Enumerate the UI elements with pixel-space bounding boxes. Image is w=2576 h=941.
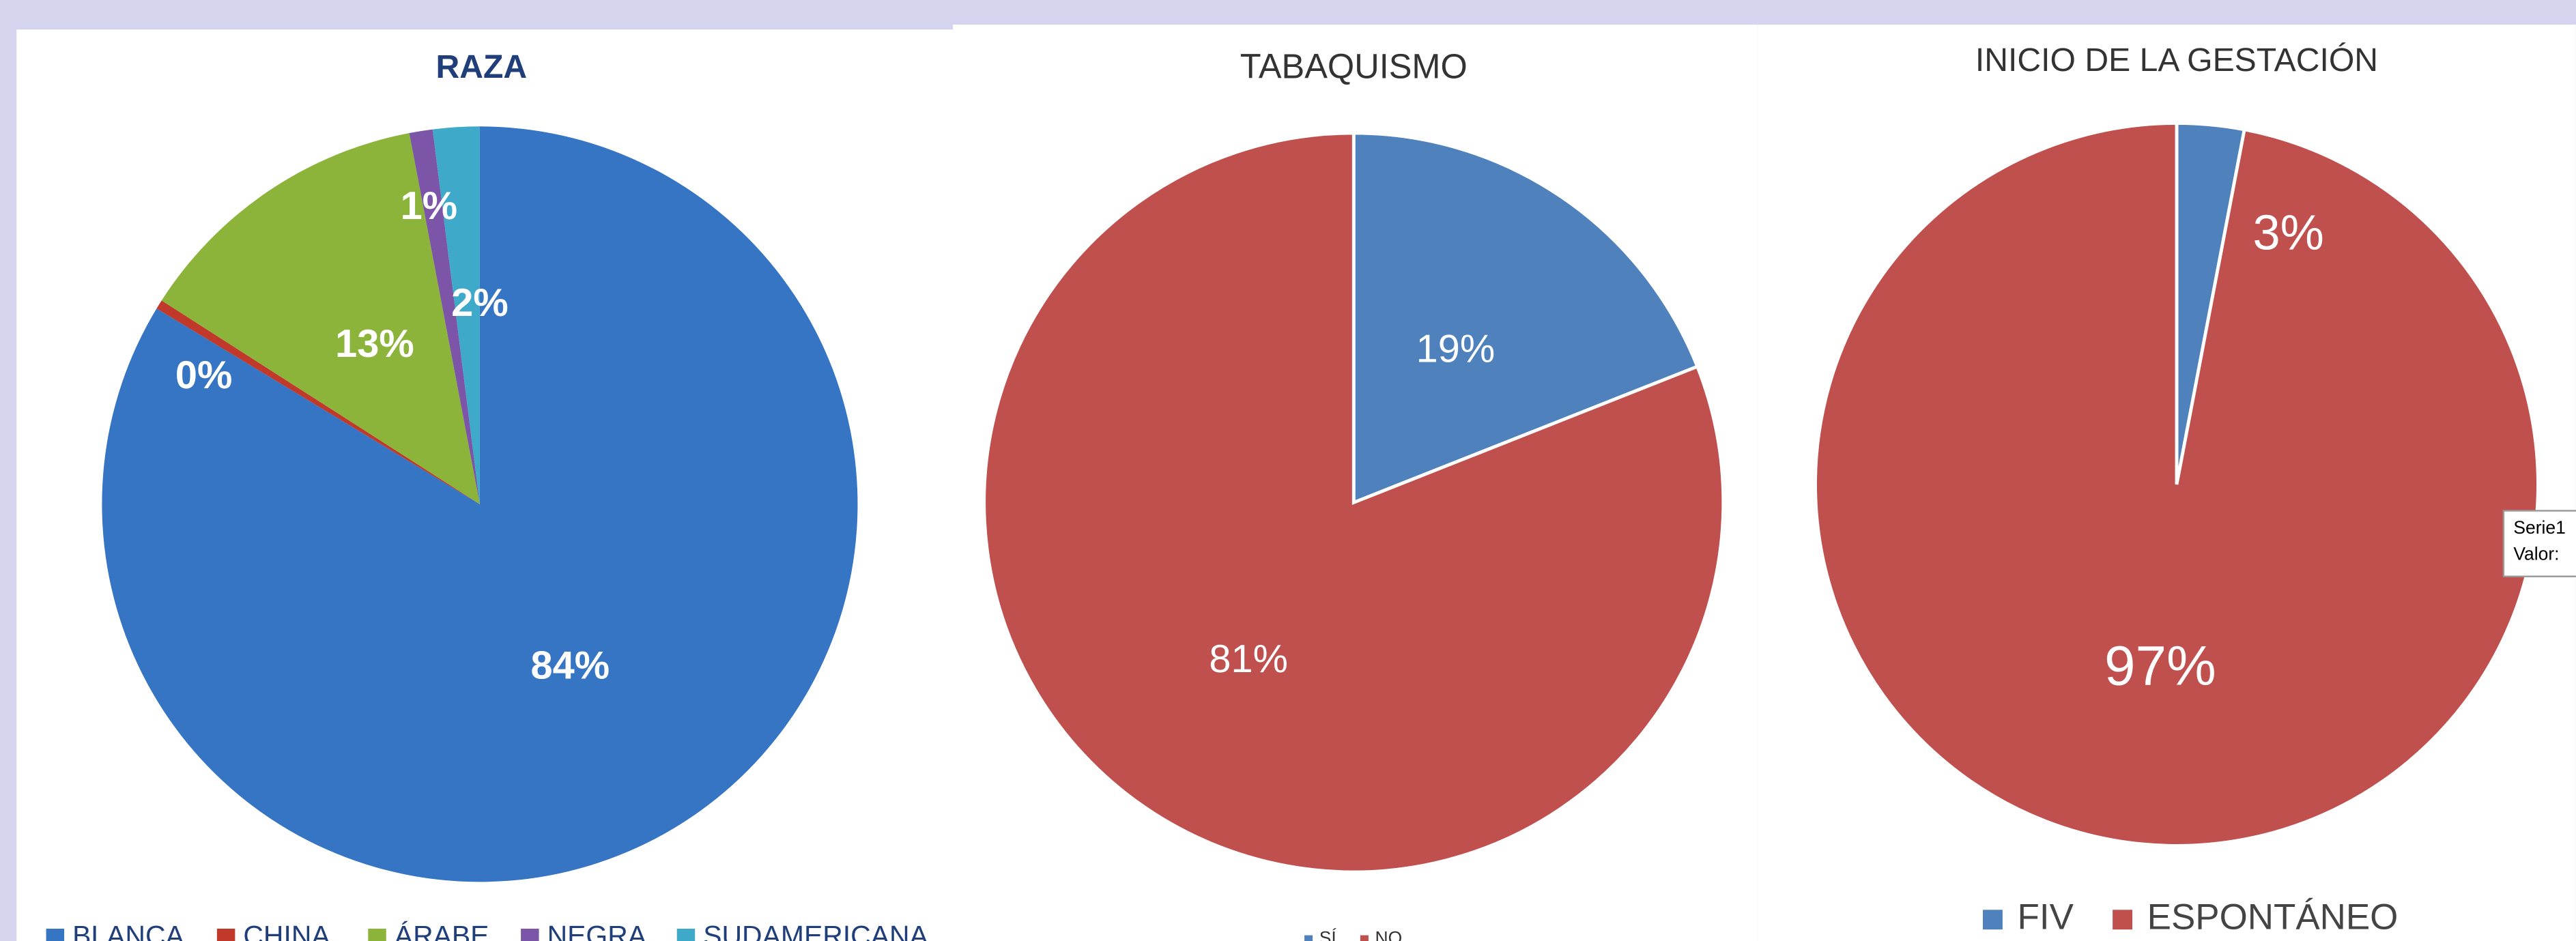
pie-slice [409,129,480,504]
chart-title: TABAQUISMO [1240,46,1468,85]
legend-label: SÍ [1319,928,1337,941]
pie-slice [1814,121,2540,848]
tooltip-text: Valor: [2513,543,2559,564]
data-label: 81% [1209,637,1288,681]
legend-swatch [216,928,235,941]
data-label: 3% [2252,206,2323,261]
pie-slice [156,300,480,504]
legend-swatch [1304,935,1313,941]
data-label: 19% [1416,327,1495,371]
tooltip-box [2502,510,2576,577]
tooltip-text: Serie1 [2513,517,2566,538]
legend-swatch [46,928,65,941]
legend-label: ESPONTÁNEO [2147,897,2399,938]
data-label: 1% [401,184,457,228]
chart-title: RAZA [436,48,528,85]
data-label: 0% [175,353,232,397]
data-label: 2% [451,281,508,325]
legend-label: BLANCA [72,920,184,941]
pie-slice [102,126,858,882]
legend-label: ÁRABE [395,920,489,941]
legend-label: NO [1375,928,1403,941]
legend-swatch [521,928,539,941]
pie-slice [432,126,480,504]
pie-slice [982,131,1726,874]
legend-label: FIV [2018,897,2074,938]
chart-title: INICIO DE LA GESTACIÓN [1975,42,2378,78]
data-label: 13% [335,322,414,366]
legend-swatch [1983,910,2003,930]
legend-swatch [1360,935,1369,941]
pie-slice [161,133,480,504]
legend-label: NEGRA [547,920,647,941]
tooltip: Serie1 Valor: [2502,510,2576,577]
legend-swatch [676,928,696,941]
data-label: 97% [2104,635,2216,697]
legend-swatch [368,928,386,941]
legend-label: SUDAMERICANA [703,920,928,941]
pie-slice [1351,131,1700,505]
legend-swatch [2113,910,2133,930]
legend-label: CHINA [243,920,330,941]
data-label: 84% [531,644,610,688]
